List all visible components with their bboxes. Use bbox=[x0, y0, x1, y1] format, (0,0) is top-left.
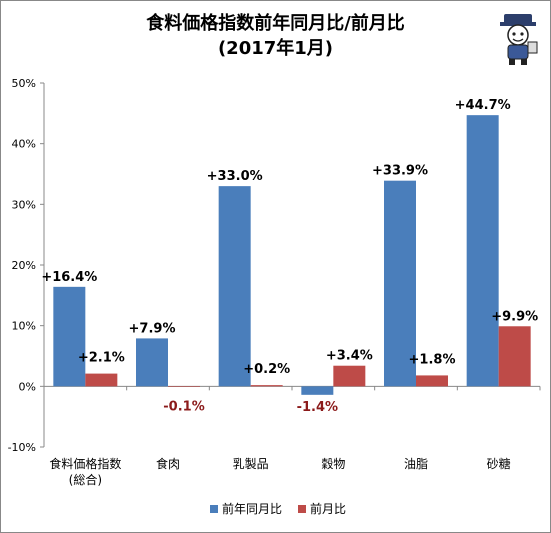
bar-yoy bbox=[466, 115, 499, 387]
bar-yoy bbox=[53, 286, 86, 387]
bar-mom bbox=[168, 386, 200, 387]
data-label: +7.9% bbox=[129, 321, 176, 336]
x-category-label: 乳製品 bbox=[233, 457, 269, 471]
y-tick-label: 10% bbox=[12, 320, 36, 333]
bar-mom bbox=[416, 375, 448, 387]
data-label: +0.2% bbox=[243, 362, 290, 377]
bar-mom bbox=[333, 365, 366, 387]
data-label: +1.8% bbox=[409, 352, 456, 367]
y-tick-label: 30% bbox=[12, 198, 36, 211]
chart-subtitle: (2017年1月) bbox=[217, 38, 334, 59]
x-category-label: 穀物 bbox=[321, 457, 345, 471]
y-tick-label: 20% bbox=[12, 259, 36, 272]
bar-yoy bbox=[136, 338, 168, 387]
data-label: +16.4% bbox=[41, 270, 97, 285]
bar-mom bbox=[498, 326, 531, 387]
y-tick-label: 0% bbox=[19, 380, 36, 393]
data-label: -0.1% bbox=[163, 399, 204, 414]
x-category-label: 油脂 bbox=[404, 456, 428, 471]
legend-label: 前月比 bbox=[310, 501, 346, 516]
bar-yoy bbox=[301, 386, 334, 395]
data-label: +9.9% bbox=[491, 309, 538, 324]
chart-title: 食料価格指数前年同月比/前月比 bbox=[146, 13, 405, 34]
bar-yoy bbox=[218, 186, 251, 387]
y-tick-label: -10% bbox=[8, 441, 36, 454]
data-label: +2.1% bbox=[78, 351, 125, 366]
y-tick-label: 40% bbox=[12, 138, 36, 151]
x-category-label: 砂糖 bbox=[487, 456, 511, 471]
data-label: +44.7% bbox=[455, 98, 511, 113]
data-label: +33.9% bbox=[372, 164, 428, 179]
legend-swatch bbox=[298, 505, 306, 513]
bar-mom bbox=[250, 385, 283, 387]
y-tick-label: 50% bbox=[12, 77, 36, 90]
data-label: +3.4% bbox=[326, 349, 373, 364]
data-label: +33.0% bbox=[207, 169, 263, 184]
x-category-label: 食料価格指数 bbox=[49, 456, 121, 471]
bar-mom bbox=[85, 373, 118, 387]
x-category-label: (総合) bbox=[69, 472, 102, 487]
bar-yoy bbox=[384, 180, 416, 387]
mascot-illustration bbox=[500, 14, 538, 65]
legend-swatch bbox=[210, 505, 218, 513]
legend-label: 前年同月比 bbox=[222, 501, 282, 516]
x-category-label: 食肉 bbox=[156, 456, 180, 471]
data-label: -1.4% bbox=[297, 400, 338, 415]
